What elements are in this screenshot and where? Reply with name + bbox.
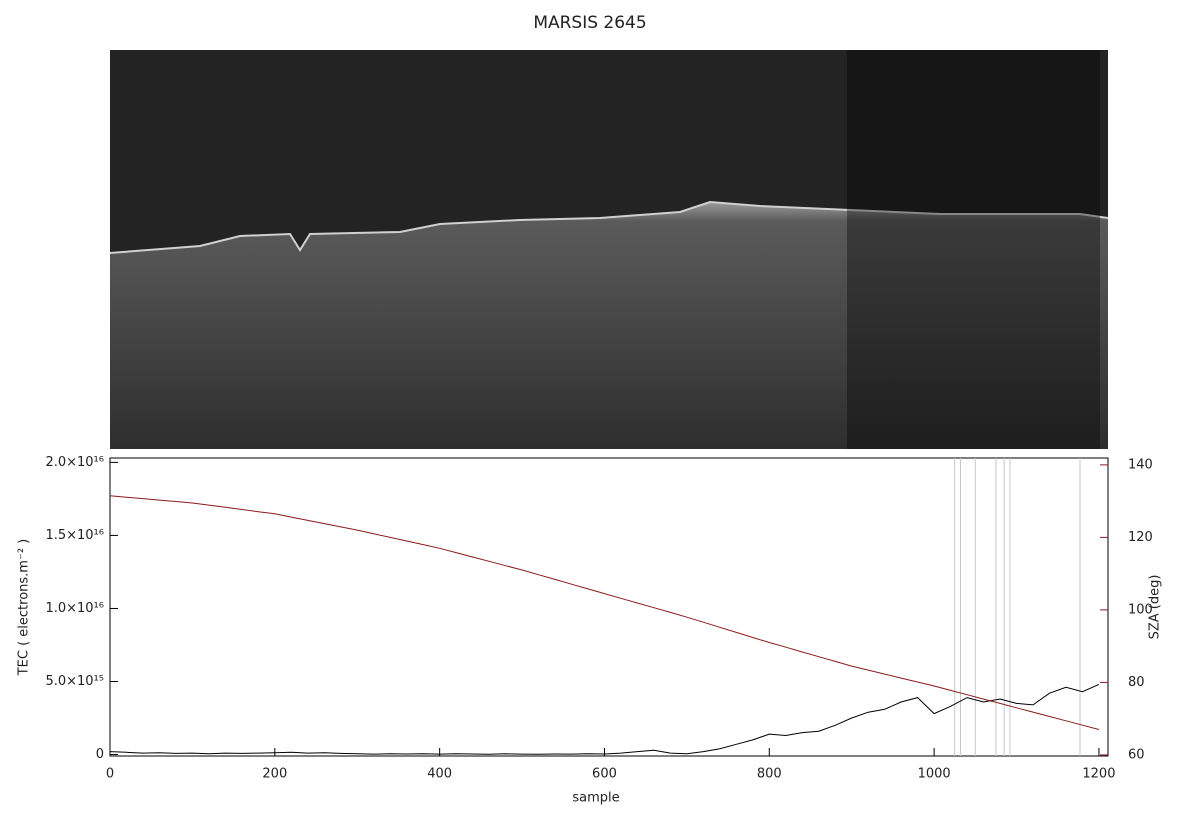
y-tick-label: 2.0×10¹⁶ [45, 455, 104, 470]
y2-tick-label: 100 [1128, 602, 1153, 617]
series-line [109, 683, 1100, 755]
x-tick-label: 0 [106, 767, 114, 782]
chart-title: MARSIS 2645 [533, 13, 646, 33]
y-tick-label: 1.5×10¹⁶ [45, 528, 104, 543]
y2-tick-label: 80 [1128, 675, 1145, 690]
series-line [109, 495, 1100, 730]
x-tick-label: 1200 [1082, 767, 1115, 782]
plot-frame [109, 457, 1109, 757]
y-axis-label: TEC ( electrons.m⁻² ) [17, 539, 32, 677]
y2-tick-label: 140 [1128, 457, 1153, 472]
x-axis-label: sample [572, 791, 619, 806]
y-tick-label: 1.0×10¹⁶ [45, 601, 104, 616]
y2-tick-label: 120 [1128, 530, 1153, 545]
y2-axis-label: SZA (deg) [1148, 575, 1163, 640]
x-tick-label: 800 [757, 767, 782, 782]
x-tick-label: 1000 [918, 767, 951, 782]
radargram [109, 50, 1109, 449]
y2-tick-label: 60 [1128, 747, 1145, 762]
y-tick-label: 0 [96, 747, 104, 762]
x-tick-label: 600 [592, 767, 617, 782]
x-tick-label: 200 [262, 767, 287, 782]
x-tick-label: 400 [427, 767, 452, 782]
y-tick-label: 5.0×10¹⁵ [45, 674, 104, 689]
